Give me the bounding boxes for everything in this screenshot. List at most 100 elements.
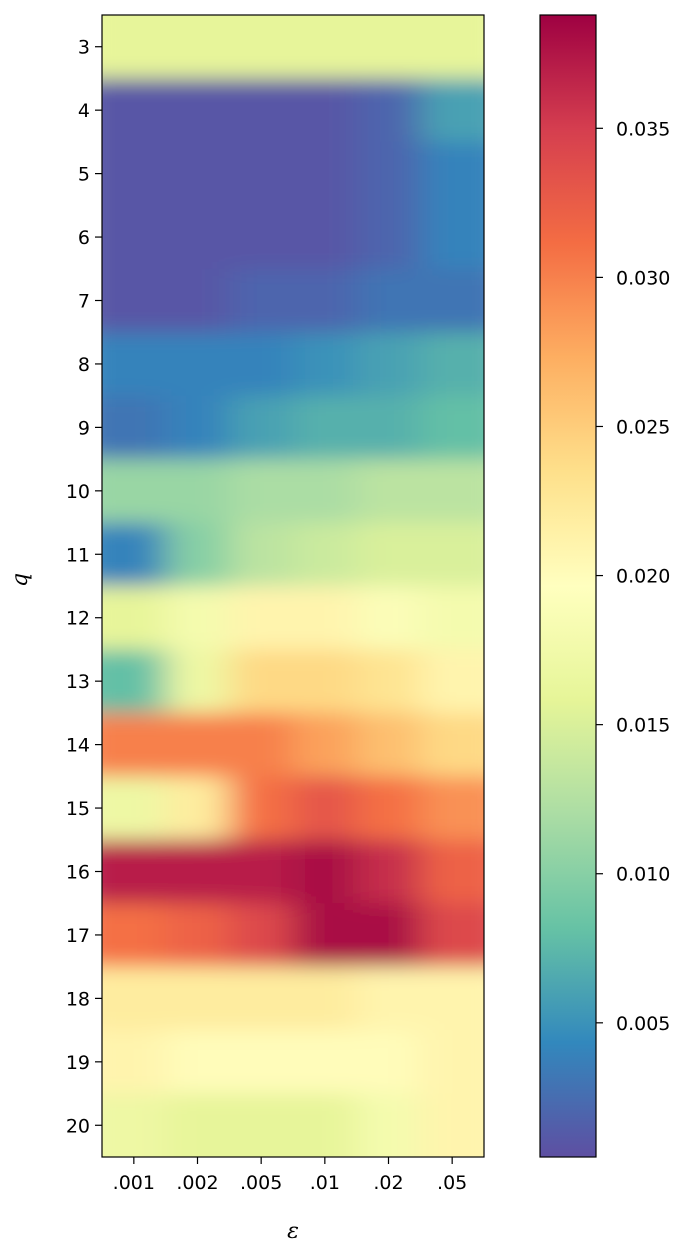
heatmap-cell — [229, 268, 294, 334]
heatmap-cell — [420, 15, 484, 80]
y-axis: 3 4 5 6 7 8 9 10 11 12 13 14 15 16 17 18 19 20 — [66, 37, 102, 1137]
heatmap-cell — [293, 1093, 358, 1157]
heatmap-cell — [165, 776, 231, 841]
heatmap-cell — [102, 332, 167, 397]
heatmap-cell — [293, 141, 358, 207]
heatmap-cell — [293, 78, 358, 143]
heatmap-cell — [165, 395, 231, 461]
heatmap-cell — [102, 649, 167, 714]
heatmap-cells — [102, 15, 484, 1157]
heatmap-cell — [420, 459, 484, 524]
heatmap-cell — [293, 395, 358, 461]
heatmap-cell — [420, 205, 484, 270]
heatmap-cell — [229, 1093, 294, 1157]
heatmap-cell — [356, 712, 422, 778]
heatmap-cell — [229, 776, 294, 841]
heatmap-cell — [293, 903, 358, 968]
heatmap-cell — [356, 966, 422, 1032]
colorbar-tick-label: 0.025 — [616, 416, 670, 438]
heatmap-cell — [293, 522, 358, 587]
heatmap-cell — [420, 586, 484, 651]
heatmap-cell — [293, 712, 358, 778]
heatmap-cell — [165, 15, 231, 80]
heatmap-cell — [420, 1093, 484, 1157]
y-tick-label: 16 — [66, 862, 90, 884]
y-tick-label: 19 — [66, 1052, 90, 1074]
heatmap-cell — [165, 586, 231, 651]
heatmap-cell — [102, 395, 167, 461]
heatmap-cell — [420, 332, 484, 397]
y-tick-label: 5 — [78, 164, 90, 186]
heatmap-cell — [356, 839, 422, 905]
y-tick-label: 11 — [66, 544, 90, 566]
heatmap-cell — [102, 903, 167, 968]
colorbar-tick-label: 0.010 — [616, 864, 670, 886]
heatmap-cell — [229, 903, 294, 968]
heatmap-cell — [165, 205, 231, 270]
x-tick-label: .05 — [437, 1172, 467, 1194]
heatmap-cell — [229, 839, 294, 905]
colorbar-tick-label: 0.020 — [616, 566, 670, 588]
heatmap-cell — [293, 649, 358, 714]
heatmap-cell — [293, 332, 358, 397]
x-axis: .001 .002 .005 .01 .02 .05 — [113, 1157, 467, 1194]
heatmap-cell — [165, 903, 231, 968]
heatmap-cell — [102, 459, 167, 524]
x-tick-label: .001 — [113, 1172, 155, 1194]
heatmap-cell — [102, 78, 167, 143]
colorbar-tick-label: 0.015 — [616, 715, 670, 737]
heatmap-cell — [420, 395, 484, 461]
y-tick-label: 6 — [78, 227, 90, 249]
heatmap-cell — [229, 522, 294, 587]
heatmap-cell — [165, 712, 231, 778]
heatmap-cell — [165, 522, 231, 587]
y-tick-label: 17 — [66, 925, 90, 947]
y-tick-label: 3 — [78, 37, 90, 59]
heatmap-cell — [420, 268, 484, 334]
heatmap-cell — [102, 712, 167, 778]
x-axis-label: ε — [287, 1219, 299, 1244]
heatmap-cell — [102, 1030, 167, 1095]
heatmap-cell — [165, 459, 231, 524]
heatmap-cell — [102, 776, 167, 841]
heatmap-cell — [293, 205, 358, 270]
heatmap-cell — [229, 332, 294, 397]
heatmap-cell — [102, 1093, 167, 1157]
heatmap-cell — [356, 522, 422, 587]
colorbar-tick-label: 0.030 — [616, 267, 670, 289]
heatmap-cell — [165, 1030, 231, 1095]
heatmap-cell — [229, 712, 294, 778]
heatmap-cell — [102, 205, 167, 270]
heatmap-cell — [420, 712, 484, 778]
heatmap-cell — [165, 332, 231, 397]
heatmap-cell — [420, 1030, 484, 1095]
heatmap-cell — [420, 776, 484, 841]
heatmap-cell — [229, 966, 294, 1032]
heatmap-cell — [229, 15, 294, 80]
heatmap-cell — [165, 141, 231, 207]
heatmap-cell — [356, 459, 422, 524]
heatmap-cell — [165, 839, 231, 905]
heatmap-cell — [356, 395, 422, 461]
colorbar-tick-label: 0.005 — [616, 1013, 670, 1035]
heatmap-cell — [102, 522, 167, 587]
heatmap-cell — [420, 522, 484, 587]
y-tick-label: 9 — [78, 417, 90, 439]
y-tick-label: 18 — [66, 988, 90, 1010]
heatmap-cell — [356, 332, 422, 397]
colorbar-tick-label: 0.035 — [616, 118, 670, 140]
heatmap-cell — [420, 903, 484, 968]
heatmap-cell — [102, 966, 167, 1032]
heatmap-cell — [165, 649, 231, 714]
heatmap-cell — [356, 205, 422, 270]
heatmap-cell — [356, 1030, 422, 1095]
heatmap-cell — [356, 15, 422, 80]
x-tick-label: .01 — [310, 1172, 340, 1194]
heatmap-cell — [165, 268, 231, 334]
heatmap-cell — [356, 1093, 422, 1157]
heatmap-cell — [356, 586, 422, 651]
heatmap-cell — [293, 586, 358, 651]
heatmap-cell — [165, 966, 231, 1032]
heatmap-cell — [165, 1093, 231, 1157]
heatmap-cell — [356, 649, 422, 714]
